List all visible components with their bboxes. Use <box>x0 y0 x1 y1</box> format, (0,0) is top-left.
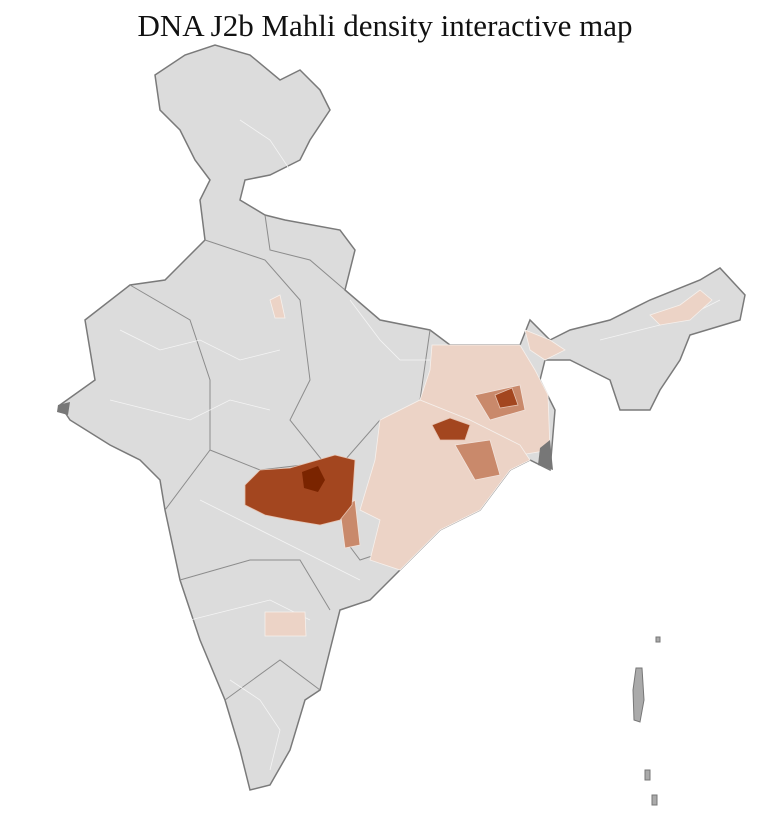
islands <box>632 636 661 806</box>
map-title: DNA J2b Mahli density interactive map <box>137 8 633 43</box>
district-borders <box>109 119 721 771</box>
coast-detail <box>57 402 70 415</box>
density-darkest <box>302 466 325 492</box>
coast-detail <box>538 440 553 470</box>
density-dark <box>244 387 519 526</box>
